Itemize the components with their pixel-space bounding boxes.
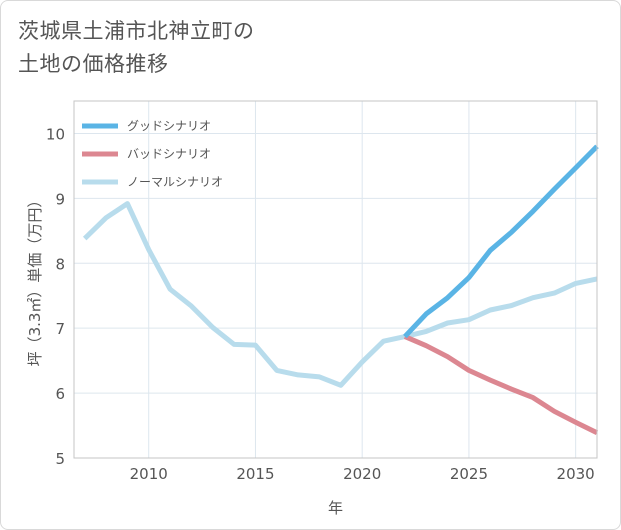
tick-labels: 2010 2015 2020 2025 2030 5 6 7 8 9 10	[46, 125, 595, 483]
title-line-2: 土地の価格推移	[18, 52, 169, 76]
x-tick-label-2015: 2015	[236, 465, 274, 483]
y-tick-label-8: 8	[55, 255, 65, 273]
y-tick-label-7: 7	[55, 320, 65, 338]
series-line-normal	[82, 201, 598, 388]
series-line-good	[403, 144, 599, 339]
legend-label-bad: バッドシナリオ	[127, 147, 211, 161]
y-axis-label: 坪（3.3㎡）単価（万円）	[26, 193, 44, 367]
x-tick-label-2030: 2030	[557, 465, 595, 483]
y-tick-label-9: 9	[55, 190, 65, 208]
legend-label-good: グッドシナリオ	[127, 119, 211, 133]
y-tick-label-10: 10	[46, 125, 65, 143]
x-tick-label-2010: 2010	[130, 465, 168, 483]
x-tick-label-2020: 2020	[343, 465, 381, 483]
legend-label-normal: ノーマルシナリオ	[127, 175, 223, 189]
y-tick-label-6: 6	[55, 385, 65, 403]
plot-frame	[73, 100, 598, 459]
x-tick-label-2025: 2025	[450, 465, 488, 483]
series-line-bad	[403, 334, 599, 435]
y-tick-label-5: 5	[55, 450, 65, 468]
series-lines	[82, 144, 599, 435]
chart-title: 茨城県土浦市北神立町の 土地の価格推移	[18, 15, 255, 81]
title-line-1: 茨城県土浦市北神立町の	[18, 19, 255, 43]
x-axis-label: 年	[328, 499, 343, 517]
